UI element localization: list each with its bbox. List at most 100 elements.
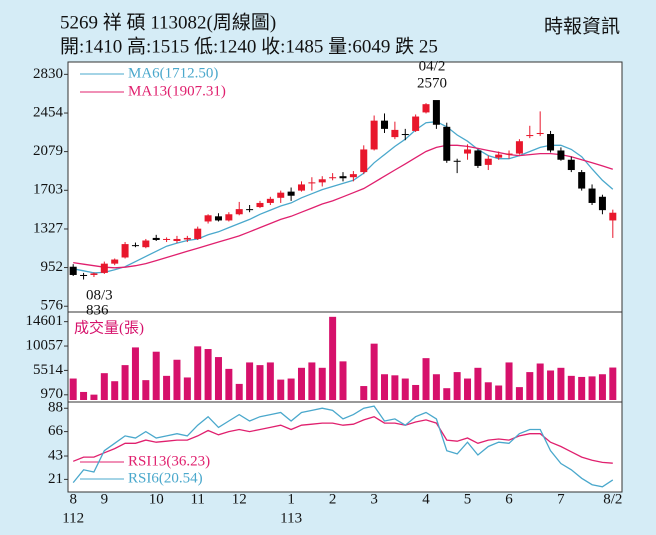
x-tick-label: 10 [149,491,164,507]
legend-label: RSI6(20.54) [128,470,203,486]
volume-bar [246,362,254,400]
y-tick-label: 88 [48,400,63,416]
volume-bar [443,388,451,400]
volume-bar [152,351,160,400]
candle-body [598,196,606,211]
candle-body [80,274,88,276]
x-year-label: 113 [280,510,302,526]
candle-body [173,238,181,242]
volume-bar [69,378,77,400]
volume-bar [173,359,181,400]
volume-bar [381,374,389,400]
volume-bar [557,367,565,400]
y-tick-label: 1327 [33,220,64,236]
candle-body [391,129,399,138]
candle-body [266,198,274,203]
candle-body [609,212,617,221]
volume-bar [432,374,440,400]
legend-label: MA13(1907.31) [128,83,226,99]
candle-body [557,150,565,160]
volume-bar [256,365,264,400]
volume-bar [412,384,420,400]
volume-bar [422,358,430,400]
series-line [73,121,614,274]
candle-body [246,209,254,211]
x-tick-label: 9 [101,491,109,507]
volume-bar [567,375,575,400]
candle-body [536,132,544,135]
volume-bar [80,391,88,400]
x-year-label: 112 [62,510,84,526]
y-tick-label: 2079 [33,143,63,159]
candle-body [578,172,586,189]
annotation: 04/2 [419,58,446,74]
candle-body [370,120,378,150]
candle-body [204,215,212,222]
stats: 開:1410 高:1515 低:1240 收:1485 量:6049 跌 25 [60,35,438,57]
volume-bar [598,374,606,400]
candle-body [152,237,160,240]
candle-body [318,179,326,183]
candle-body [163,238,171,240]
candle-body [131,245,139,247]
candle-body [121,244,129,258]
x-tick-label: 8/2 [603,491,622,507]
volume-bar [111,381,119,400]
candle-body [412,116,420,131]
plot-area [67,61,623,493]
volume-bar [588,376,596,400]
volume-bar [495,385,503,400]
candle-body [515,141,523,154]
candle-body [464,149,472,154]
y-tick-label: 21 [48,471,63,487]
volume-bar [318,367,326,400]
title: 5269 祥 碩 113082(周線圖) [60,11,276,33]
candle-body [256,202,264,208]
volume-bar [391,375,399,400]
y-tick-label: 66 [48,423,64,439]
volume-bar [194,346,202,400]
volume-bar [142,380,150,400]
volume-bar [609,367,617,400]
x-tick-label: 2 [329,491,337,507]
candle-body [526,135,534,137]
volume-bar [536,363,544,400]
annotation: 08/3 [86,287,113,303]
candle-body [308,182,316,184]
y-tick-label: 2454 [33,104,64,120]
y-tick-label: 970 [41,386,64,402]
candle-body [484,158,492,165]
candle-body [547,134,555,151]
volume-bar [277,379,285,400]
volume-bar [235,383,243,400]
candle-body [588,188,596,203]
candle-body [183,237,191,240]
series-line [73,144,614,269]
candle-body [349,174,357,178]
x-tick-label: 1 [287,491,295,507]
annotation: 2570 [417,75,447,91]
volume-bar [329,316,337,400]
candle-body [214,216,222,221]
candle-body [297,184,305,191]
candle-body [432,100,440,125]
candle-body [474,150,482,166]
volume-bar [547,370,555,400]
volume-bar [578,376,586,400]
x-tick-label: 4 [422,491,430,507]
volume-bar [266,362,274,400]
candle-body [287,191,295,196]
candle-body [111,259,119,264]
x-tick-label: 12 [232,491,247,507]
candle-body [90,273,98,275]
y-tick-label: 1703 [33,182,63,198]
y-tick-label: 576 [41,298,64,314]
candle-body [360,149,368,173]
legend-label: MA6(1712.50) [128,65,218,81]
y-tick-label: 10057 [26,337,64,353]
candle-body [401,134,409,136]
x-tick-label: 7 [557,491,565,507]
volume-bar [339,361,347,400]
